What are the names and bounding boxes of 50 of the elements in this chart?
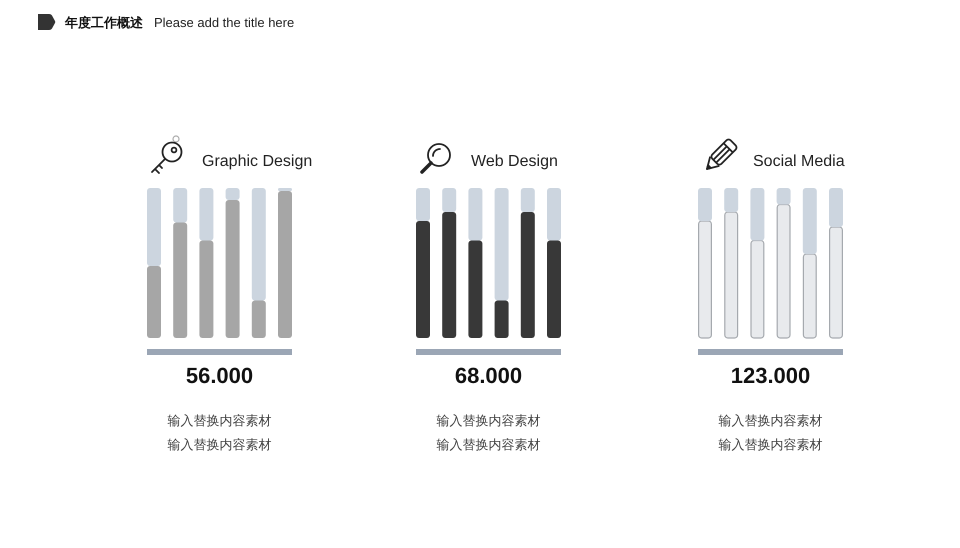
bar	[724, 211, 738, 339]
bar	[278, 188, 292, 191]
bar	[802, 188, 817, 254]
text: 输入替换内容素材	[168, 437, 272, 452]
bar	[147, 188, 161, 266]
bar	[147, 266, 161, 338]
text: 68.000	[454, 363, 522, 388]
text: 56.000	[186, 363, 254, 388]
bar	[252, 188, 266, 300]
bar	[442, 212, 456, 338]
bar	[750, 240, 764, 339]
bar	[724, 188, 738, 212]
bar	[494, 300, 509, 338]
text: Please add the title here	[154, 15, 294, 30]
bar	[416, 188, 430, 221]
chart-title: Graphic Design	[202, 153, 312, 170]
bar	[173, 222, 188, 338]
bar	[468, 240, 482, 338]
bar	[416, 221, 430, 338]
text: 输入替换内容素材	[168, 413, 272, 428]
bar	[173, 188, 188, 222]
bar	[494, 188, 509, 300]
bar	[776, 204, 791, 339]
bar	[252, 300, 266, 338]
bar	[199, 240, 214, 338]
bar	[802, 253, 817, 339]
bar	[199, 188, 214, 240]
bar	[468, 188, 482, 240]
bar	[520, 188, 535, 212]
bar	[698, 220, 712, 339]
bar	[278, 191, 292, 338]
text: 输入替换内容素材	[718, 437, 822, 452]
text: 年度工作概述	[64, 15, 144, 30]
text: 输入替换内容素材	[436, 413, 540, 428]
bar	[829, 226, 843, 339]
text: 123.000	[730, 363, 810, 388]
bar	[698, 188, 712, 221]
chart-title: Social Media	[753, 153, 845, 170]
bar	[226, 200, 240, 338]
bar	[547, 188, 561, 240]
bar	[226, 188, 240, 200]
bar	[829, 188, 843, 227]
bar	[776, 188, 791, 204]
text: 输入替换内容素材	[436, 437, 540, 452]
bar	[547, 240, 561, 338]
bar	[750, 188, 764, 240]
bar	[442, 188, 456, 212]
text: 输入替换内容素材	[718, 413, 822, 428]
chart-title: Web Design	[471, 153, 558, 170]
bar	[520, 212, 535, 338]
